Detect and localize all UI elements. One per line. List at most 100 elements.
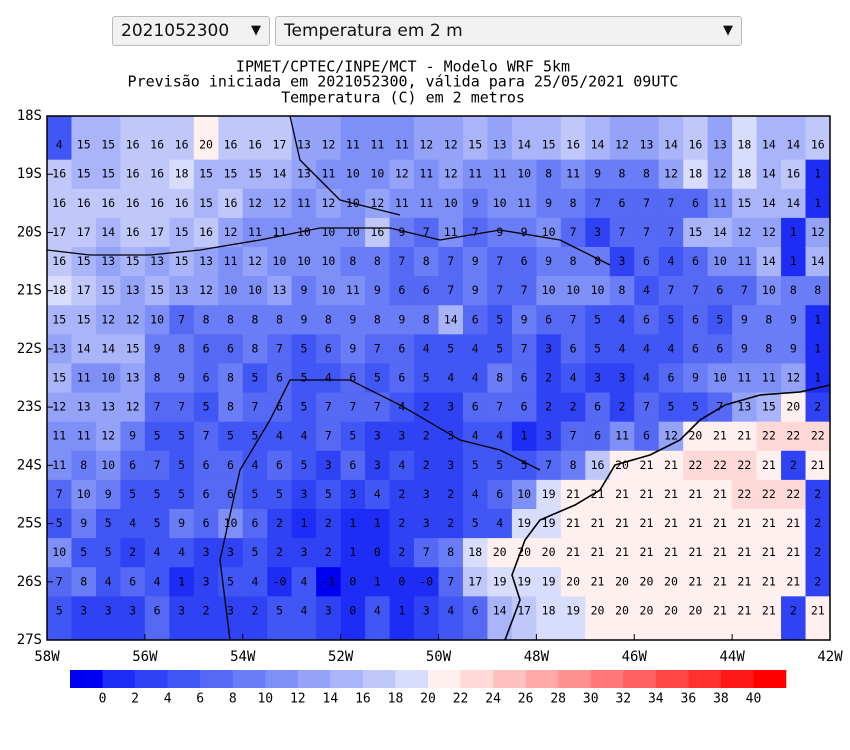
temperature-label: 2: [423, 400, 430, 414]
field-select[interactable]: Temperatura em 2 m ▼: [275, 16, 742, 46]
temperature-label: 3: [447, 400, 454, 414]
temperature-cell: [267, 479, 293, 510]
date-select[interactable]: 2021052300 ▼: [112, 16, 270, 46]
temperature-label: 9: [178, 516, 185, 530]
temperature-label: 22: [786, 487, 800, 501]
temperature-label: 8: [570, 196, 577, 210]
temperature-cell: [756, 334, 782, 364]
temperature-label: 2: [790, 458, 797, 472]
x-axis-label: 50W: [426, 649, 452, 665]
temperature-cell: [536, 363, 562, 394]
temperature-cell: [365, 363, 391, 394]
temperature-label: 7: [374, 341, 381, 355]
temperature-label: 14: [517, 138, 531, 152]
temperature-cell: [438, 334, 464, 364]
temperature-cell: [707, 509, 733, 539]
colorbar-label: 4: [164, 692, 172, 707]
temperature-cell: [462, 159, 488, 190]
temperature-cell: [316, 116, 342, 161]
temperature-label: 5: [325, 487, 332, 501]
temperature-cell: [71, 509, 97, 539]
temperature-label: 5: [203, 400, 210, 414]
temperature-label: 16: [126, 225, 140, 239]
temperature-cell: [47, 538, 72, 568]
x-axis-label: 58W: [34, 649, 60, 665]
temperature-cell: [316, 538, 342, 568]
temperature-cell: [732, 538, 758, 568]
temperature-cell: [634, 217, 660, 248]
temperature-cell: [95, 363, 121, 394]
temperature-cell: [316, 509, 342, 539]
temperature-cell: [340, 567, 366, 597]
temperature-cell: [120, 392, 146, 423]
temperature-label: 6: [398, 341, 405, 355]
temperature-cell: [732, 450, 758, 481]
temperature-label: 2: [814, 545, 821, 559]
temperature-cell: [732, 116, 758, 161]
temperature-label: 6: [472, 603, 479, 617]
temperature-cell: [414, 450, 439, 481]
temperature-label: 7: [276, 341, 283, 355]
temperature-label: 11: [517, 196, 531, 210]
temperature-label: 16: [224, 196, 238, 210]
temperature-label: 22: [737, 487, 751, 501]
temperature-label: 17: [273, 138, 287, 152]
temperature-cell: [193, 421, 219, 452]
x-axis-label: 54W: [230, 649, 256, 665]
temperature-label: 5: [56, 516, 63, 530]
temperature-cell: [389, 567, 415, 597]
temperature-label: 7: [349, 400, 356, 414]
temperature-cell: [487, 567, 513, 597]
temperature-cell: [609, 421, 635, 452]
temperature-cell: [414, 392, 439, 423]
temperature-label: 4: [56, 138, 63, 152]
temperature-cell: [218, 159, 244, 190]
temperature-cell: [560, 392, 586, 423]
temperature-label: 6: [349, 371, 356, 385]
temperature-label: 14: [444, 312, 458, 326]
colorbar-swatch: [395, 670, 429, 688]
temperature-label: 13: [493, 138, 507, 152]
temperature-cell: [487, 276, 513, 306]
temperature-label: 7: [570, 312, 577, 326]
temperature-label: 2: [447, 487, 454, 501]
temperature-label: 13: [199, 254, 213, 268]
temperature-label: 5: [300, 371, 307, 385]
temperature-label: 10: [101, 458, 115, 472]
temperature-cell: [805, 479, 831, 510]
temperature-cell: [732, 421, 758, 452]
temperature-label: 5: [252, 545, 259, 559]
x-axis-label: 52W: [328, 649, 354, 665]
temperature-label: 6: [643, 312, 650, 326]
temperature-label: 21: [664, 545, 678, 559]
temperature-cell: [291, 450, 317, 481]
temperature-cell: [756, 217, 782, 248]
temperature-label: 16: [126, 167, 140, 181]
temperature-label: 15: [224, 167, 238, 181]
temperature-label: 2: [619, 400, 626, 414]
temperature-label: 15: [248, 167, 262, 181]
temperature-cell: [71, 538, 97, 568]
temperature-label: 21: [640, 458, 654, 472]
colorbar-label: 0: [99, 692, 107, 707]
temperature-label: 10: [297, 225, 311, 239]
temperature-label: 16: [199, 225, 213, 239]
temperature-cell: [365, 567, 391, 597]
temperature-label: 1: [814, 196, 821, 210]
temperature-cell: [340, 596, 366, 641]
temperature-cell: [683, 479, 709, 510]
temperature-cell: [267, 116, 293, 161]
temperature-label: 1: [300, 516, 307, 530]
temperature-label: 13: [297, 167, 311, 181]
temperature-label: 9: [472, 254, 479, 268]
temperature-cell: [536, 479, 562, 510]
temperature-label: 6: [472, 400, 479, 414]
temperature-cell: [658, 334, 684, 364]
temperature-cell: [218, 363, 244, 394]
temperature-label: 10: [762, 283, 776, 297]
temperature-label: 8: [643, 167, 650, 181]
temperature-cell: [585, 538, 611, 568]
temperature-cell: [267, 305, 293, 335]
temperature-label: 6: [398, 371, 405, 385]
temperature-cell: [585, 334, 611, 364]
